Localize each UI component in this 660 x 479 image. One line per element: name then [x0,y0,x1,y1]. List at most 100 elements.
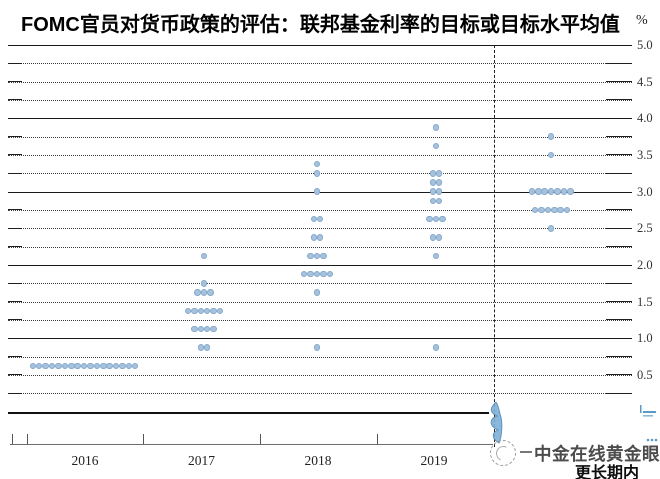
projection-dot [435,234,443,241]
projection-dot [197,325,204,333]
y-tick-label: 1.0 [637,331,653,346]
gridline-dotted [8,301,632,303]
projection-dot [551,206,558,214]
projection-dot [432,215,440,223]
gridline-cap [606,282,632,284]
projection-dot [207,289,214,296]
projection-dot [203,307,211,315]
gridline-dotted [8,319,632,321]
gridline-dotted [8,227,632,230]
y-tick-label: 3.5 [637,148,653,162]
projection-dot [194,289,201,296]
y-tick-label: 0.5 [637,368,653,382]
gridline-cap [8,392,22,394]
gridline-cap [8,246,22,248]
projection-dot [313,188,321,195]
projection-dot [106,362,113,370]
gridline-dotted [8,392,632,395]
gridline-cap [606,99,632,101]
projection-dot [563,206,571,214]
projection-dot [61,362,68,370]
gridline-dotted [8,356,632,358]
projection-dot [547,225,555,232]
gridline-dotted [8,282,632,285]
projection-dot [310,234,318,241]
projection-dot [567,188,574,195]
x-axis-tick [12,434,13,444]
gridline-cap [8,227,22,229]
gridline-cap [8,81,22,83]
gridline-cap [606,301,632,303]
gridline-cap [8,282,22,284]
gridline-solid [8,45,632,46]
projection-dot [131,362,139,370]
gridline-cap [606,172,632,174]
gridline-cap [606,81,632,83]
y-tick-label: 4.5 [637,74,653,89]
y-tick-label: 2.5 [637,221,653,236]
blue-dots-artifact-icon [646,438,658,442]
x-axis-label-longer-run: 更长期内 [575,465,640,479]
gridline-cap [606,356,632,358]
projection-dot [210,307,217,315]
projection-dot [429,170,437,177]
projection-dot [191,325,198,333]
projection-dot [203,325,211,333]
y-tick-label: 2.0 [637,258,653,272]
projection-dot [435,197,443,205]
projection-dot [313,252,321,260]
watermark-text: 中金在线黄金眼 [534,444,660,464]
projection-dot [200,289,208,296]
projection-dot [313,170,321,177]
projection-dot [310,215,318,223]
y-axis-unit-label: % [636,13,648,28]
gridline-solid [8,191,632,193]
projection-dot [531,206,539,214]
gridline-dotted [8,209,632,211]
watermark-logo-icon [490,440,516,466]
projection-dot [429,234,437,241]
projection-dot [48,362,56,370]
projection-dot [313,160,321,168]
gridline-solid [8,338,632,340]
gridline-cap [8,319,22,321]
projection-dot [119,362,126,370]
projection-dot [29,362,36,370]
projection-dot [200,252,208,260]
gridline-cap [606,136,632,138]
gridline-solid [8,265,632,266]
gridline-dotted [8,154,632,156]
projection-dot [55,362,62,370]
projection-dot [554,188,561,195]
projection-dot [429,188,437,195]
gridline-cap [8,172,22,174]
projection-dot [184,307,192,315]
projection-dot [547,188,555,195]
projection-dot [307,270,314,278]
blue-edge-artifact-icon [640,405,656,417]
projection-dot [432,142,440,150]
projection-dot [197,307,205,315]
projection-dot [432,344,440,351]
projection-dot [429,179,437,186]
projection-dot [125,362,132,370]
gridline-dotted [8,136,632,138]
projection-dot [320,270,327,278]
projection-dot [216,307,224,315]
x-axis-tick [27,434,28,444]
watermark-ribbon-icon [490,402,503,444]
x-axis-tick [377,434,378,444]
projection-dot [547,133,555,140]
gridline-cap [606,227,632,229]
projection-dot [435,179,443,186]
gridline-cap [606,319,632,321]
projection-dot [112,362,120,370]
gridline-cap [8,374,22,376]
projection-dot [426,215,433,223]
gridline-cap [8,209,22,211]
gridline-dotted [8,374,632,376]
projection-dot [544,206,551,214]
y-tick-label: 3.0 [637,184,653,199]
projection-dot [541,188,548,195]
projection-dot [326,270,334,278]
